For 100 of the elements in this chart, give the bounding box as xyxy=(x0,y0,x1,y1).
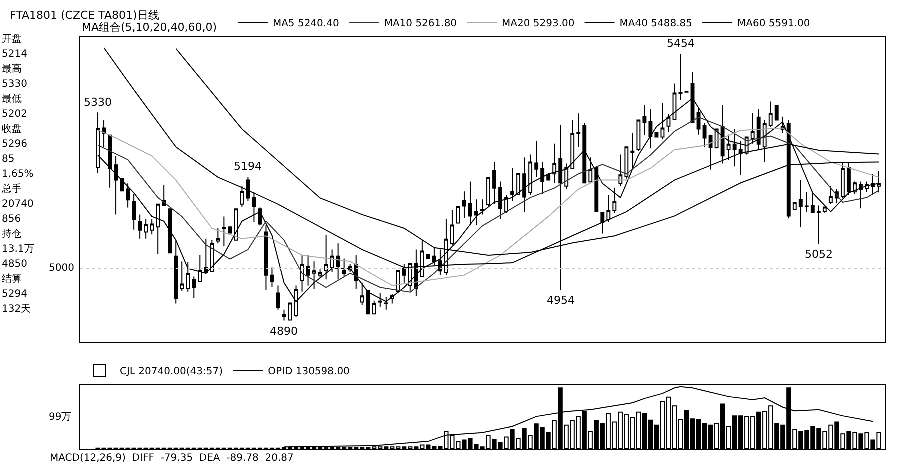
candlestick xyxy=(606,194,611,223)
candlestick xyxy=(306,254,310,286)
candlestick xyxy=(222,216,226,247)
candlestick xyxy=(594,167,599,212)
text: 开盘 xyxy=(2,33,23,47)
candlestick xyxy=(516,173,521,196)
text: 4850 xyxy=(2,258,28,272)
text: 13.1万 xyxy=(2,243,34,257)
candlestick xyxy=(576,113,581,148)
text: 总手 xyxy=(2,182,23,197)
candlestick xyxy=(666,114,671,133)
candlestick xyxy=(840,162,845,199)
candlestick xyxy=(270,267,274,288)
candlestick xyxy=(198,254,202,282)
candlestick xyxy=(570,120,575,169)
chart-title: FTA1801 (CZCE TA801)日线 xyxy=(10,9,160,22)
legend-label: MA5 5240.40 xyxy=(272,18,340,30)
text: 最低 xyxy=(2,93,23,107)
candlestick xyxy=(534,140,539,178)
candlestick xyxy=(624,146,629,180)
text: 收盘 xyxy=(2,123,23,137)
candlestick xyxy=(480,199,484,216)
candlestick xyxy=(708,134,713,170)
text: 5296 xyxy=(2,138,28,152)
candlestick xyxy=(768,101,773,128)
candlestick xyxy=(336,243,340,280)
candlestick xyxy=(186,262,190,292)
candlestick xyxy=(810,191,815,214)
candlestick xyxy=(546,174,551,181)
legend-label: CJL 20740.00(43:57) xyxy=(120,366,224,378)
candlestick xyxy=(756,108,761,151)
candlestick xyxy=(636,120,641,152)
candlestick xyxy=(102,120,106,148)
candlestick xyxy=(702,122,707,148)
candlestick xyxy=(318,269,322,279)
candlestick xyxy=(540,162,545,195)
candlestick xyxy=(180,261,184,292)
candlestick xyxy=(726,134,731,161)
candlestick xyxy=(786,120,791,220)
candlestick xyxy=(276,285,280,310)
candlestick xyxy=(804,192,809,212)
candlestick xyxy=(822,206,827,214)
candlestick xyxy=(216,228,220,244)
candlestick xyxy=(492,162,496,205)
text: MACD(12,26,9) DIFF -79.35 DEA -89.78 20.87 xyxy=(50,453,294,464)
candlestick xyxy=(660,102,665,140)
candlestick xyxy=(462,191,466,219)
text: 856 xyxy=(2,213,22,227)
candlestick xyxy=(522,157,527,212)
candlestick xyxy=(474,199,478,226)
candlestick xyxy=(510,168,515,202)
text: 持仓 xyxy=(2,228,23,242)
annotation: 5052 xyxy=(805,248,833,261)
candlestick xyxy=(168,208,172,254)
text: 结算 xyxy=(2,272,23,287)
legend-label: MA20 5293.00 xyxy=(502,18,575,30)
text: 132天 xyxy=(2,303,32,317)
candlestick xyxy=(552,143,557,184)
candlestick xyxy=(324,234,328,280)
candlestick xyxy=(372,300,376,315)
candlestick xyxy=(678,54,683,101)
candlestick xyxy=(720,104,725,164)
candlestick xyxy=(648,108,653,150)
candlestick xyxy=(630,132,635,169)
candlestick xyxy=(282,309,286,322)
candlestick xyxy=(192,276,196,299)
candlestick xyxy=(816,205,821,245)
candlestick xyxy=(156,204,160,255)
text: 5214 xyxy=(2,48,28,62)
candlestick xyxy=(204,238,208,274)
candlestick xyxy=(846,162,851,196)
candlestick xyxy=(871,174,875,196)
candlestick xyxy=(300,254,304,292)
candlestick xyxy=(738,140,743,176)
candlestick xyxy=(114,156,118,216)
candlestick xyxy=(126,183,130,208)
chart-subtitle: MA组合(5,10,20,40,60,0) xyxy=(82,21,218,34)
annotation: 4890 xyxy=(270,325,298,338)
candlestick xyxy=(252,192,256,223)
candlestick xyxy=(468,181,472,226)
candlestick xyxy=(150,219,154,236)
candlestick xyxy=(456,206,460,224)
annotation: 5454 xyxy=(667,37,695,50)
candlestick xyxy=(144,219,148,240)
candlestick xyxy=(330,249,334,273)
candlestick xyxy=(774,106,779,121)
candlestick xyxy=(312,261,316,290)
candlestick xyxy=(138,214,142,240)
candlestick xyxy=(342,258,346,278)
candlestick xyxy=(132,193,136,230)
candlestick xyxy=(528,154,533,196)
candlestick xyxy=(859,181,863,210)
annotation: 5194 xyxy=(234,160,262,173)
text: 最高 xyxy=(2,62,23,77)
candlestick xyxy=(618,154,623,187)
candlestick xyxy=(642,104,647,136)
candlestick xyxy=(498,181,502,220)
text: 20740 xyxy=(2,198,34,212)
legend-label: MA60 5591.00 xyxy=(738,18,810,30)
text: 99万 xyxy=(49,412,72,423)
